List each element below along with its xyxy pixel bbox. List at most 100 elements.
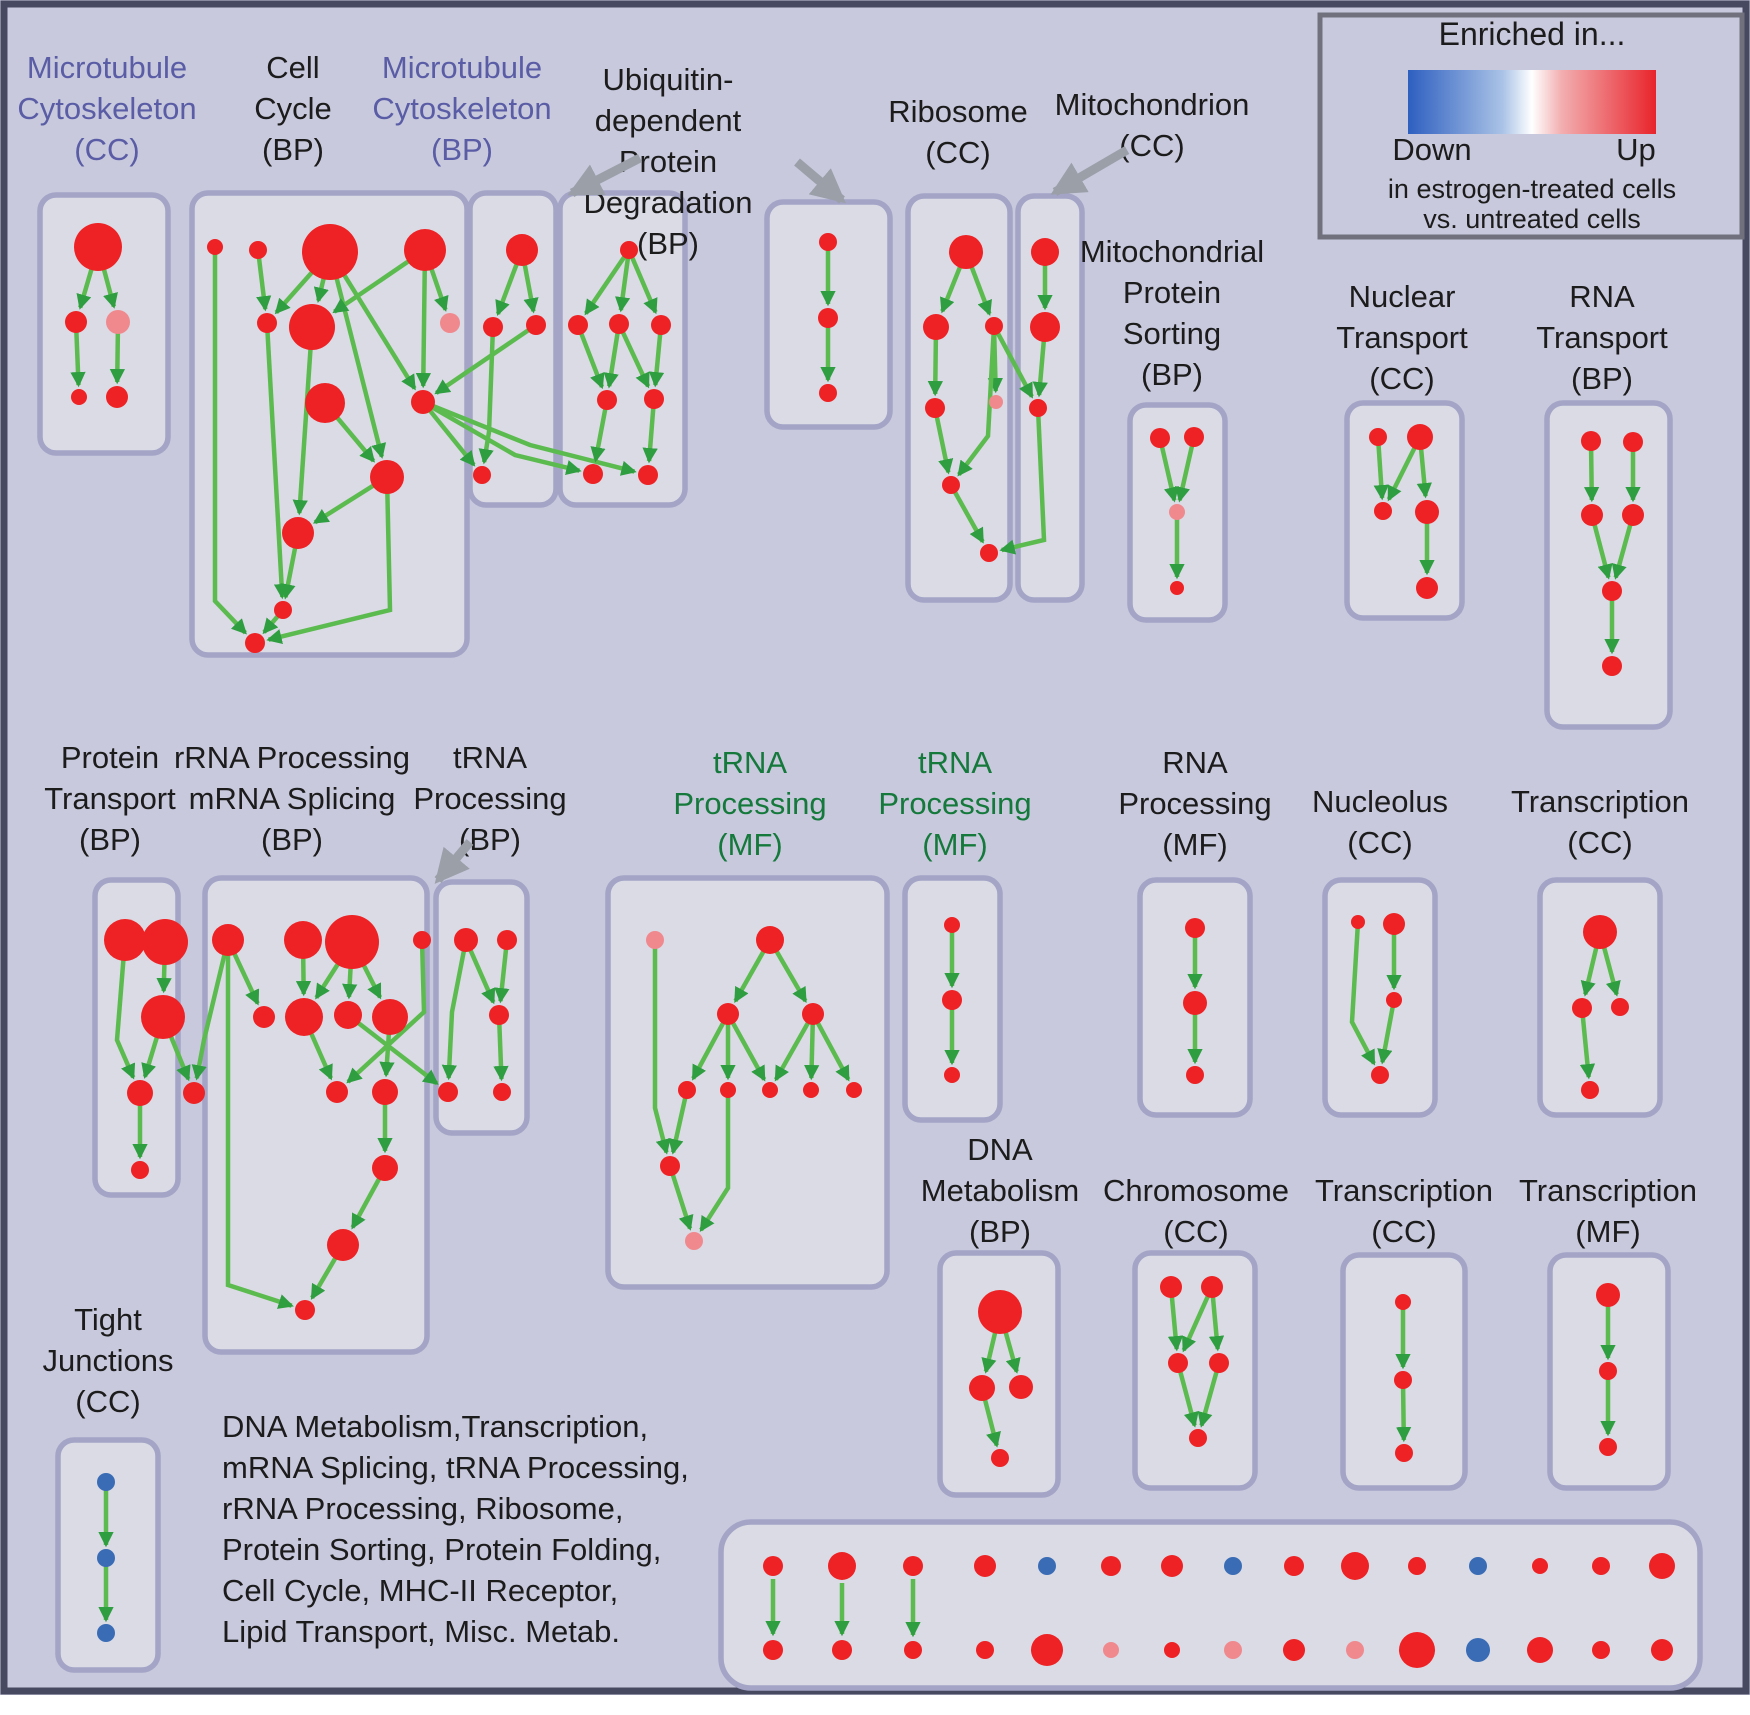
node-chromo-ml-red [1168,1353,1188,1373]
node-nuc_trans-b-red [1416,577,1438,599]
summary-note-text: DNA Metabolism,Transcription, mRNA Splici… [222,1409,689,1649]
node-chromo-tl-red [1160,1276,1182,1298]
edge-ubq.r1-to-ubq.m1 [575,324,605,390]
node-tight-a-blue [97,1473,115,1491]
cluster-box-nucleolus [1322,877,1438,1118]
node-ubq-t-red [620,241,638,259]
node-ribo-t-red [949,235,983,269]
node-nuc_trans-ml-red [1374,502,1392,520]
node-ribo-bot-red [980,544,998,562]
node-trna_mf1-pt-pink [646,931,664,949]
edge-trna_mf1.pt-to-trna_mf1.mid [652,940,671,1155]
legend-gradient-bar [1408,70,1656,134]
node-rna_trans-tr-red [1623,432,1643,452]
node-prot_trans-t1-red [104,919,146,961]
node-bottom-bottom-7-red [1164,1642,1180,1658]
node-rna_proc-c-red [1186,1066,1204,1084]
node-mt_cc-n1-red [74,223,122,271]
node-cc-d-red [404,229,446,271]
node-rna_proc-b-red [1183,991,1207,1015]
node-trna_mf1-pb-pink [685,1232,703,1250]
edge-rrna.rt4-to-rrna.rl1 [346,939,427,1084]
node-dna_metab-b-red [991,1449,1009,1467]
cluster-box-mt_cc [37,192,171,456]
node-ribo-mr-red [985,317,1003,335]
node-dna_metab-c2-red [1009,1375,1033,1399]
node-bottom-top-5-blue [1038,1557,1056,1575]
edge-ubq.r2-to-ubq.m2 [616,323,651,389]
node-prot_trans-l2-red [183,1082,205,1104]
edge-chromo.mr-to-chromo.b [1197,1362,1222,1428]
node-ubq-b1-red [583,464,603,484]
node-cc-j-red [370,460,404,494]
edge-cc.e-to-cc.l [264,322,290,600]
node-rrna-rb2-red [295,1300,315,1320]
label-pointer-arrow-4 [434,839,474,884]
edge-ubq.r3-to-ubq.m2 [648,324,665,388]
node-bottom-bottom-5-red [1031,1634,1063,1666]
edge-cc.b-to-cc.e [255,249,272,312]
node-trna_mf1-c2-red [802,1003,824,1025]
cluster-label-mt_bp: Microtubule Cytoskeleton (BP) [372,50,551,167]
node-cc-m-red [245,633,265,653]
cluster-label-cc: Cell Cycle (BP) [254,50,332,167]
node-ribo-ml-red [923,314,949,340]
node-mito_sort-tr-red [1184,427,1204,447]
legend-title: Enriched in... [1439,16,1626,52]
node-rrna-rm3-red [334,1001,362,1029]
nodes-layer [65,223,1675,1668]
node-ribo-pk-pink [989,395,1003,409]
node-trna_mf2-c-red [944,1067,960,1083]
node-rrna-rm2-red [285,998,323,1036]
legend-subtitle-line1: in estrogen-treated cells [1388,174,1676,204]
node-ubq-r2-red [609,314,629,334]
node-trna_mf2-a-red [944,917,960,933]
edge-trna_mf1.c2-to-trna_mf1.g3 [773,1012,815,1082]
node-bottom-bottom-15-red [1651,1639,1673,1661]
node-bottom-top-11-red [1408,1557,1426,1575]
edge-ribo.mr-to-ribo.low [957,325,997,477]
edge-ribo.ll-to-ribo.low [932,407,954,475]
cluster-label-mito: Mitochondrion (CC) [1055,87,1250,163]
node-rna_trans-mr-red [1622,504,1644,526]
cluster-label-prot_trans: Protein Transport (BP) [44,740,176,857]
node-bottom-top-9-red [1284,1556,1304,1576]
cluster-label-ribo: Ribosome (CC) [888,94,1028,170]
node-bottom-bottom-3-red [904,1641,922,1659]
labels-layer: Microtubule Cytoskeleton (CC) Cell Cycle (BP)… [17,12,1745,1649]
edge-chromo.ml-to-chromo.b [1175,1362,1199,1428]
edge-cc.i-to-ubq.b2 [422,399,637,476]
node-trna_mf1-g5-red [846,1082,862,1098]
node-prot_trans-mid-red [141,995,185,1039]
edge-mito_sort.tr-to-mito_sort.pk [1175,436,1197,503]
node-nuc_trans-mr-red [1415,500,1439,524]
node-bottom-top-8-blue [1224,1557,1242,1575]
edge-nuc_trans.tl-to-nuc_trans.ml [1373,436,1389,501]
node-mito_sort-tl-red [1150,428,1170,448]
node-mt_bp-ml-red [483,317,503,337]
edge-ubq.m2-to-ubq.b2 [642,398,658,464]
node-dna_metab-big-red [978,1290,1022,1334]
node-nucleolus-tl-red [1351,915,1365,929]
edge-rrna.rt1-to-prot_trans.l2 [191,939,231,1081]
cluster-boxes-layer [37,190,1703,1691]
node-chromo-mr-red [1209,1353,1229,1373]
edge-cc.a-to-cc.m [212,247,247,635]
node-nuc_trans-tr-red [1407,424,1433,450]
node-prot_trans-t2-red [142,919,188,965]
node-bottom-bottom-13-red [1527,1637,1553,1663]
node-mt_bp-t-red [506,234,538,266]
cluster-box-dna_metab [937,1250,1061,1498]
cluster-box-trans_cc_mid [1537,877,1663,1118]
node-bottom-bottom-14-red [1592,1641,1610,1659]
node-dna_metab-c1-red [969,1375,995,1401]
cluster-box-rna_trans [1544,400,1673,730]
edge-rrna.rt1-to-rrna.rb2 [225,940,294,1309]
edge-cc.d-to-cc.i [415,249,432,389]
node-bottom-top-2-red [828,1552,856,1580]
node-rna_trans-b-red [1602,656,1622,676]
node-trna_mf1-mid-red [660,1156,680,1176]
node-trna_mf1-g2-red [720,1082,736,1098]
edge-cc.f-to-cc.k [292,326,315,516]
node-cc-b-red [249,241,267,259]
